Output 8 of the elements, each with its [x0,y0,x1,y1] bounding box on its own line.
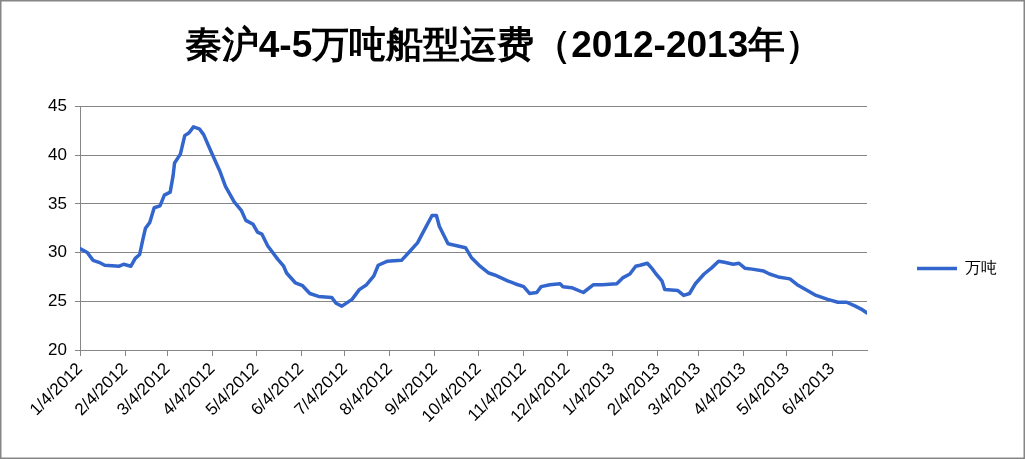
y-tick-label: 20 [48,339,67,359]
y-tick-label: 40 [48,144,67,164]
y-tick-label: 30 [48,242,67,262]
y-tick-label: 35 [48,193,67,213]
y-tick-label: 45 [48,96,67,116]
chart-title: 秦沪4-5万吨船型运费（2012-2013年） [184,24,823,66]
y-tick-label: 25 [48,290,67,310]
legend-label: 万吨 [965,258,997,276]
